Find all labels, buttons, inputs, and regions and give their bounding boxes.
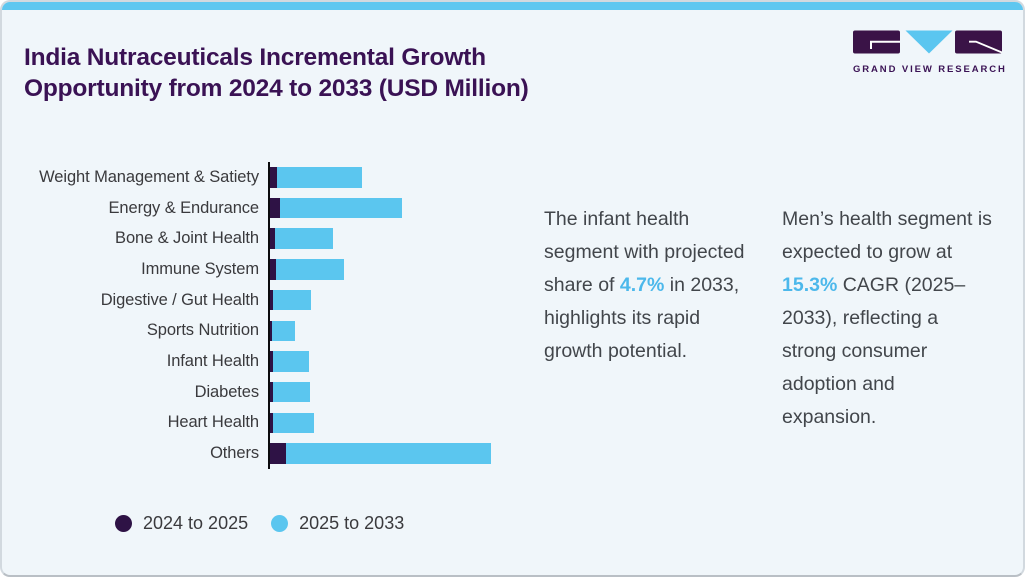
- highlight-stat: 4.7%: [619, 273, 665, 296]
- legend-dot-icon: [271, 515, 289, 532]
- bar-segment-2025-to-2033: [280, 197, 402, 219]
- legend-label: 2024 to 2025: [143, 513, 249, 533]
- legend-item: 2024 to 2025: [115, 513, 248, 534]
- bar-segment-2024-to-2025: [270, 320, 272, 342]
- annotation-text: Men’s health segment is expected to grow…: [782, 207, 992, 263]
- annotation-text: in 2033, highlights its rapid growth pot…: [544, 273, 740, 362]
- bar-track: [268, 284, 542, 316]
- category-label: Weight Management & Satiety: [39, 167, 259, 186]
- bar-track: [268, 407, 542, 439]
- bar-chart: Weight Management & Satiety Energy & Endu…: [2, 162, 542, 469]
- bar-segment-2025-to-2033: [277, 167, 362, 188]
- chart-legend: 2024 to 2025 2025 to 2033: [115, 513, 404, 534]
- category-label: Energy & Endurance: [108, 198, 260, 217]
- bar-segment-2025-to-2033: [275, 228, 333, 249]
- legend-dot-icon: [115, 515, 132, 532]
- category-label: Bone & Joint Health: [115, 229, 259, 248]
- category-label: Diabetes: [194, 382, 259, 401]
- highlight-stat: 15.3%: [782, 273, 838, 296]
- annotation-infant-health: The infant health segment with projected…: [544, 203, 745, 368]
- chart-row: Others: [2, 438, 542, 469]
- bar-track: [268, 376, 542, 408]
- bar-segment-2025-to-2033: [273, 381, 310, 403]
- chart-row: Digestive / Gut Health: [2, 284, 542, 316]
- bar-segment-2024-to-2025: [270, 228, 275, 249]
- chart-row: Sports Nutrition: [2, 315, 542, 347]
- chart-row: Heart Health: [2, 407, 542, 439]
- legend-item: 2025 to 2033: [271, 513, 404, 534]
- bar-segment-2025-to-2033: [276, 259, 344, 280]
- category-label: Infant Health: [166, 351, 259, 370]
- annotation-mens-health: Men’s health segment is expected to grow…: [782, 203, 994, 434]
- bar-segment-2024-to-2025: [270, 412, 273, 434]
- legend-label: 2025 to 2033: [299, 513, 405, 533]
- category-label: Immune System: [141, 259, 259, 278]
- bar-track: [268, 346, 542, 377]
- bar-segment-2024-to-2025: [270, 381, 273, 403]
- chart-rows: Weight Management & Satiety Energy & Endu…: [2, 162, 542, 469]
- bar-track: [268, 438, 542, 469]
- page-title: India Nutraceuticals Incremental Growth …: [24, 44, 529, 103]
- annotation-text: The infant health segment with projected…: [544, 207, 745, 296]
- bar-track: [268, 223, 542, 255]
- category-label: Sports Nutrition: [146, 321, 259, 340]
- bar-track: [268, 162, 542, 193]
- chart-row: Weight Management & Satiety: [2, 162, 542, 193]
- chart-row: Bone & Joint Health: [2, 223, 542, 255]
- bar-segment-2025-to-2033: [273, 351, 309, 372]
- bar-segment-2025-to-2033: [273, 412, 314, 434]
- bar-segment-2025-to-2033: [273, 289, 311, 311]
- category-label: Digestive / Gut Health: [100, 290, 259, 309]
- bar-segment-2024-to-2025: [270, 351, 273, 372]
- bar-segment-2024-to-2025: [270, 167, 277, 188]
- annotation-text: CAGR (2025–2033), reflecting a strong co…: [782, 273, 966, 428]
- bar-segment-2025-to-2033: [286, 443, 491, 464]
- bar-segment-2024-to-2025: [270, 443, 286, 464]
- chart-row: Immune System: [2, 254, 542, 285]
- category-label: Others: [210, 444, 259, 463]
- bar-segment-2024-to-2025: [270, 197, 280, 219]
- top-accent-bar: [2, 2, 1023, 10]
- bar-track: [268, 315, 542, 347]
- chart-row: Infant Health: [2, 346, 542, 377]
- gvr-logo-icon: [853, 30, 1003, 54]
- bar-segment-2024-to-2025: [270, 259, 276, 280]
- grand-view-research-logo: GRAND VIEW RESEARCH: [853, 30, 1007, 75]
- bar-track: [268, 192, 542, 224]
- chart-row: Diabetes: [2, 376, 542, 408]
- bar-segment-2024-to-2025: [270, 289, 273, 311]
- bar-segment-2025-to-2033: [272, 320, 295, 342]
- bar-track: [268, 254, 542, 285]
- chart-row: Energy & Endurance: [2, 192, 542, 224]
- gvr-logo-wordmark: GRAND VIEW RESEARCH: [853, 64, 1007, 75]
- category-label: Heart Health: [167, 413, 260, 432]
